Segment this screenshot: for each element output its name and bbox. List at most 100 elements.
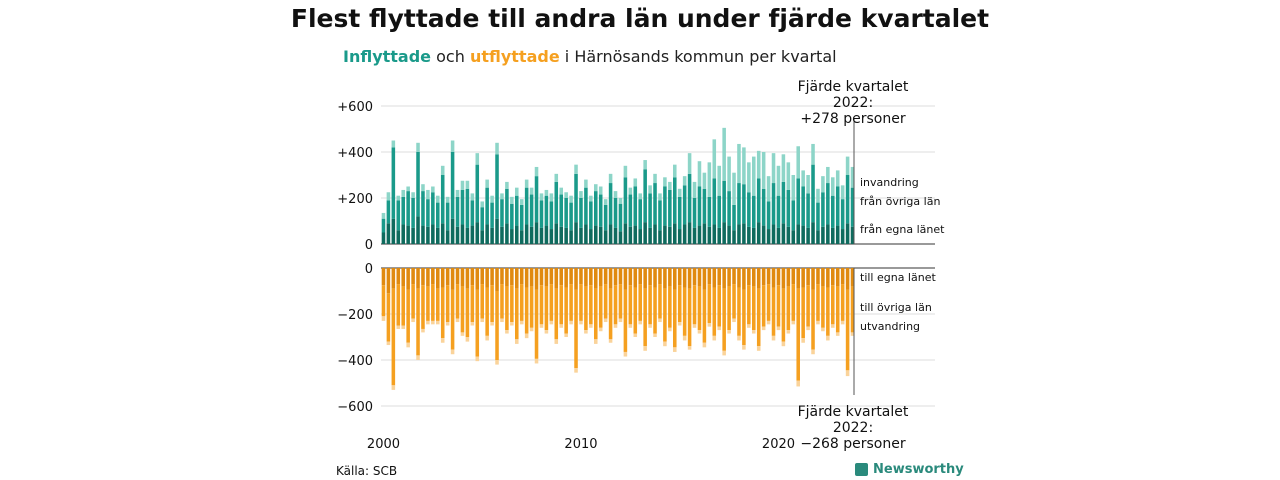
top-bar-segment xyxy=(747,192,751,227)
top-bar-segment xyxy=(445,230,450,244)
top-bar-segment xyxy=(450,218,455,244)
bottom-bar-segment xyxy=(643,268,647,289)
bottom-bar-segment xyxy=(732,268,736,285)
bottom-bar-segment xyxy=(396,268,401,285)
top-bar-segment xyxy=(663,177,667,187)
top-bar-segment xyxy=(821,226,825,244)
bottom-bar-segment xyxy=(436,268,440,289)
bottom-bar-segment xyxy=(761,326,766,331)
subtitle-utflyttade: utflyttade xyxy=(469,47,560,66)
bottom-bar-segment xyxy=(821,286,825,328)
top-bar-segment xyxy=(663,225,667,244)
top-bar-segment xyxy=(381,212,386,219)
top-bar-segment xyxy=(816,202,820,231)
top-bar-segment xyxy=(618,231,623,244)
top-bar-segment xyxy=(534,222,539,244)
top-bar-segment xyxy=(401,189,405,197)
top-y-tick-label: +600 xyxy=(337,100,373,115)
bottom-y-tick-label: 0 xyxy=(365,262,373,277)
bottom-bar-segment xyxy=(391,268,396,289)
top-bar-segment xyxy=(840,185,845,200)
top-bar-segment xyxy=(806,227,810,244)
top-bar-segment xyxy=(426,226,430,244)
bottom-bar-segment xyxy=(658,268,662,285)
bottom-bar-segment xyxy=(633,268,638,288)
bottom-bar-segment xyxy=(559,285,563,325)
bottom-bar-segment xyxy=(737,287,741,336)
top-bar-segment xyxy=(559,187,563,195)
top-bar-segment xyxy=(490,202,494,228)
annotation-top-line2: +278 personer xyxy=(800,111,906,127)
bottom-bar-segment xyxy=(712,268,717,288)
top-bar-segment xyxy=(821,192,825,227)
bottom-bar-segment xyxy=(436,320,440,325)
top-bar-segment xyxy=(717,165,721,196)
top-bar-segment xyxy=(752,227,756,244)
bottom-bar-segment xyxy=(831,285,835,325)
bottom-bar-segment xyxy=(835,286,840,333)
bottom-bar-segment xyxy=(831,324,835,328)
top-bar-segment xyxy=(436,227,440,244)
bottom-bar-segment xyxy=(505,268,509,287)
top-bar-segment xyxy=(648,193,652,228)
bottom-y-tick-label: −400 xyxy=(337,354,373,369)
bottom-bar-segment xyxy=(781,268,786,289)
bottom-bar-segment xyxy=(381,285,386,317)
bottom-bar-segment xyxy=(500,284,504,319)
bottom-bar-segment xyxy=(761,285,766,327)
top-bar-segment xyxy=(519,230,524,244)
bottom-bar-segment xyxy=(707,268,712,285)
top-bar-segment xyxy=(643,222,647,244)
top-bar-segment xyxy=(480,207,484,231)
top-bar-segment xyxy=(761,188,766,226)
bottom-bar-segment xyxy=(707,284,712,324)
bottom-bar-segment xyxy=(756,346,761,351)
bottom-bar-segment xyxy=(791,268,796,285)
top-bar-segment xyxy=(431,224,435,244)
top-bar-segment xyxy=(845,156,850,175)
top-bar-segment xyxy=(633,178,638,187)
top-bar-segment xyxy=(673,164,677,178)
top-bar-segment xyxy=(608,224,613,244)
top-bar-segment xyxy=(544,225,549,244)
bottom-bar-segment xyxy=(510,268,514,286)
bottom-bar-segment xyxy=(381,268,386,286)
top-bar-segment xyxy=(756,178,761,223)
bottom-bar-segment xyxy=(386,293,391,342)
top-bar-segment xyxy=(835,186,840,226)
bottom-bar-segment xyxy=(440,268,445,288)
bottom-bar-segment xyxy=(534,268,539,290)
top-bar-segment xyxy=(539,227,544,244)
top-bar-segment xyxy=(732,230,736,244)
bottom-bar-segment xyxy=(450,268,455,290)
top-bar-segment xyxy=(628,226,633,244)
bottom-bar-segment xyxy=(381,316,386,321)
top-bar-segment xyxy=(589,229,593,244)
bottom-bar-segment xyxy=(648,324,652,328)
top-bar-segment xyxy=(633,225,638,244)
bottom-bar-segment xyxy=(421,285,425,329)
bottom-bar-segment xyxy=(697,286,702,331)
bottom-bar-segment xyxy=(421,328,425,333)
top-bar-segment xyxy=(648,227,652,244)
top-bar-segment xyxy=(840,199,845,230)
top-bar-segment xyxy=(712,139,717,179)
top-bar-segment xyxy=(692,181,697,198)
bottom-bar-segment xyxy=(776,268,781,286)
top-bar-segment xyxy=(781,154,786,182)
top-bar-segment xyxy=(440,175,445,224)
top-bar-segment xyxy=(742,184,746,224)
bottom-bar-segment xyxy=(687,288,692,347)
bottom-bar-segment xyxy=(554,268,559,289)
bottom-bar-segment xyxy=(544,286,549,331)
bottom-bar-segment xyxy=(465,268,470,289)
bottom-bar-segment xyxy=(500,268,504,285)
top-bar-segment xyxy=(682,176,687,186)
annotation-top: Fjärde kvartalet 2022: +278 personer xyxy=(778,79,928,127)
top-bar-segment xyxy=(450,152,455,219)
bottom-bar-segment xyxy=(445,285,450,323)
top-bar-segment xyxy=(786,162,791,190)
bottom-bar-segment xyxy=(821,268,825,287)
top-bar-segment xyxy=(534,166,539,177)
bottom-bar-segment xyxy=(490,285,494,323)
